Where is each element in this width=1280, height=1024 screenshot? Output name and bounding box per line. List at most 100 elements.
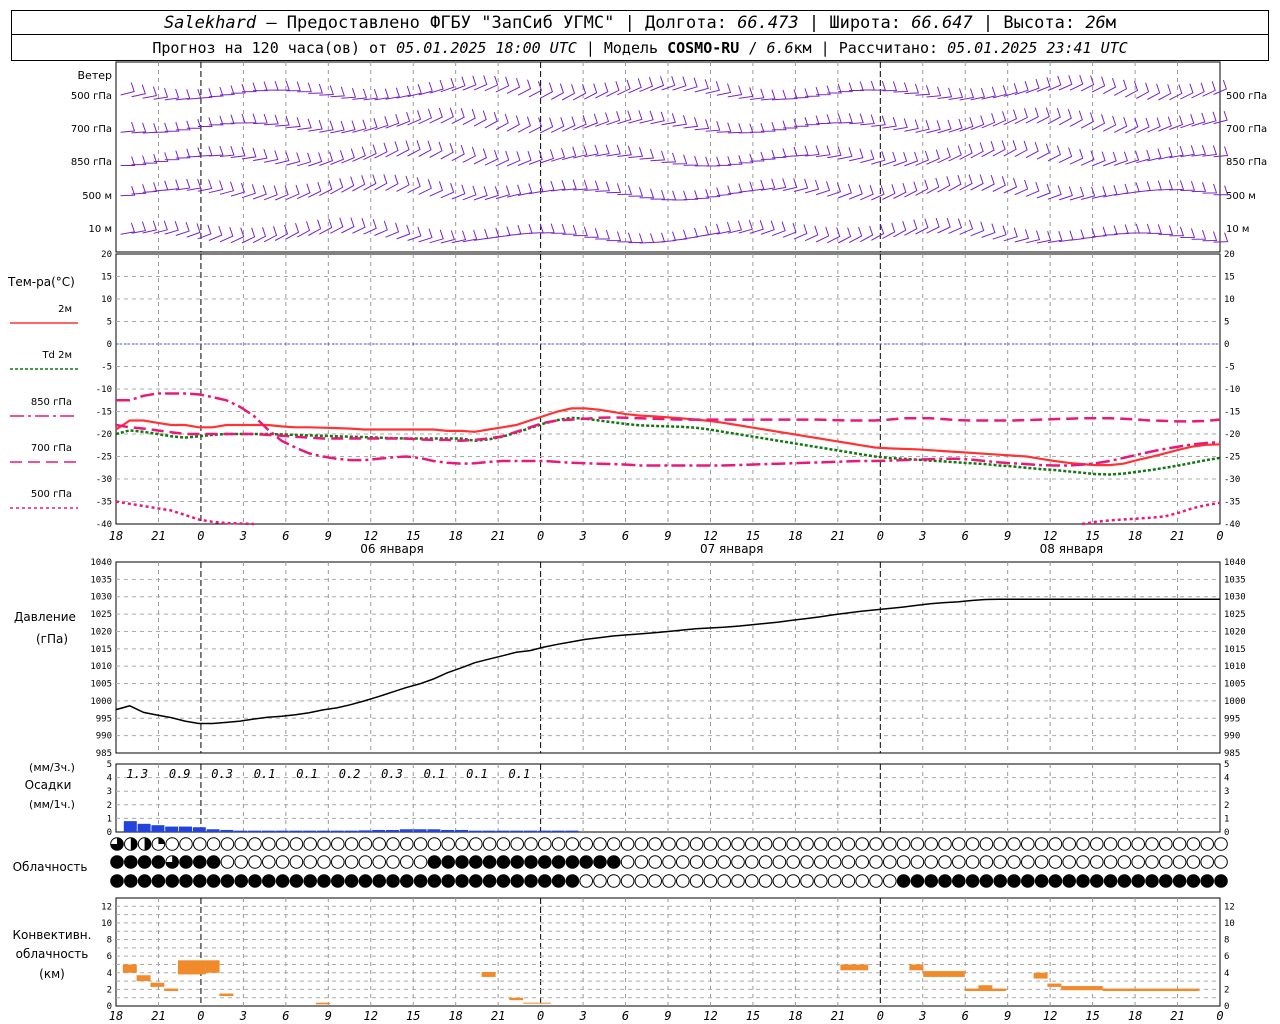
precip-panel-title: Осадки	[25, 778, 72, 792]
cloud-symbol	[469, 874, 483, 888]
date-label: 08 января	[1040, 542, 1103, 556]
precip-bar	[386, 829, 399, 832]
wind-barb	[672, 229, 688, 241]
wind-barb	[860, 149, 875, 164]
wind-barb	[904, 83, 920, 95]
wind-barb	[319, 120, 334, 133]
wind-barb	[827, 146, 842, 159]
time-tick-label: 3	[578, 1009, 586, 1023]
wind-barb	[451, 76, 466, 92]
wind-barb	[628, 186, 644, 197]
y-tick-label-left: -5	[101, 363, 112, 373]
wind-barb	[1191, 112, 1206, 127]
cloud-symbol	[979, 855, 994, 869]
wind-barb	[804, 179, 820, 194]
y-tick-label-right: 10	[1224, 919, 1235, 929]
date-label: 06 января	[360, 542, 423, 556]
wind-barb	[1069, 74, 1084, 91]
wind-barb	[882, 184, 896, 200]
wind-barb	[385, 114, 400, 129]
convective-bar	[509, 997, 524, 1001]
wind-barb	[628, 147, 644, 159]
cloud-symbol	[814, 874, 828, 888]
wind-barb	[595, 181, 610, 192]
wind-barb	[142, 220, 157, 234]
wind-barb	[352, 88, 368, 100]
model-resolution-unit: км	[793, 39, 812, 57]
wind-barb	[584, 83, 598, 100]
lon-value: 66.473	[737, 13, 799, 33]
cloud-symbol	[1076, 855, 1090, 869]
wind-barb	[319, 85, 334, 96]
time-tick-label: 12	[364, 1009, 378, 1023]
wind-barb	[1003, 227, 1018, 242]
cloud-symbol	[827, 874, 842, 888]
legend-label: 850 гПа	[31, 397, 72, 408]
cloud-symbol	[386, 874, 400, 888]
cloud-symbol	[676, 874, 690, 888]
cloud-symbol	[648, 837, 663, 851]
legend-label: 500 гПа	[31, 489, 72, 500]
wind-barb	[529, 182, 544, 195]
wind-barb	[904, 219, 918, 236]
convective-bar	[191, 960, 206, 975]
wind-barb	[771, 148, 787, 159]
wind-barb	[506, 184, 522, 198]
time-tick-label: 0	[877, 529, 884, 543]
convective-bar	[164, 988, 179, 992]
wind-barb	[760, 149, 776, 160]
wind-barb	[484, 75, 499, 92]
lon-label: Долгота:	[645, 13, 727, 33]
precip-total-label: 0.3	[381, 767, 403, 781]
wind-barb	[385, 141, 399, 158]
wind-barb	[540, 223, 555, 234]
convective-bar	[937, 971, 951, 977]
temperature-series-line	[115, 500, 1221, 526]
wind-barb	[959, 88, 975, 101]
y-tick-label-left: 0	[107, 1002, 112, 1012]
cloud-symbol	[538, 874, 552, 888]
wind-barb	[1003, 177, 1018, 194]
cloud-symbol	[344, 837, 359, 851]
cloud-symbol	[1090, 855, 1104, 869]
convective-bar	[909, 964, 924, 971]
wind-barb	[120, 222, 136, 235]
wind-barb	[1158, 225, 1174, 235]
wind-barb	[1202, 81, 1216, 97]
precip-bar	[137, 823, 151, 832]
wind-barb	[749, 220, 764, 234]
wind-barb	[1180, 228, 1196, 238]
wind-barb	[1158, 180, 1173, 191]
wind-barb	[1191, 82, 1205, 99]
cloud-symbol	[551, 837, 566, 851]
cloud-symbol	[703, 837, 718, 851]
wind-barb	[396, 112, 411, 127]
wind-barb	[1147, 83, 1161, 100]
wind-barb	[849, 148, 864, 162]
wind-level-label-left: 10 м	[89, 224, 112, 235]
wind-barb	[937, 176, 951, 193]
station-name: Salekhard	[163, 13, 257, 33]
wind-barb	[584, 180, 599, 191]
wind-barb	[230, 227, 245, 244]
wind-barb	[606, 183, 622, 194]
wind-barb	[363, 144, 377, 161]
wind-barb	[429, 107, 443, 124]
y-tick-label-right: 1035	[1224, 575, 1246, 585]
cloud-symbol	[1159, 874, 1173, 888]
wind-barb	[837, 227, 852, 244]
cloud-symbol	[248, 837, 262, 851]
cloud-symbol	[1145, 855, 1159, 869]
y-tick-label-right: 8	[1224, 936, 1229, 946]
wind-barb	[639, 148, 655, 160]
y-tick-label-left: 1000	[90, 697, 112, 707]
cloud-symbol	[565, 855, 580, 869]
convective-bar	[964, 988, 979, 992]
wind-barb	[208, 145, 224, 157]
wind-barb	[197, 179, 213, 192]
y-tick-label-left: 995	[96, 714, 112, 724]
cloud-symbol	[303, 874, 318, 888]
alt-unit: м	[1105, 13, 1117, 33]
precip-bar	[165, 826, 179, 832]
convective-bar	[1185, 988, 1200, 992]
